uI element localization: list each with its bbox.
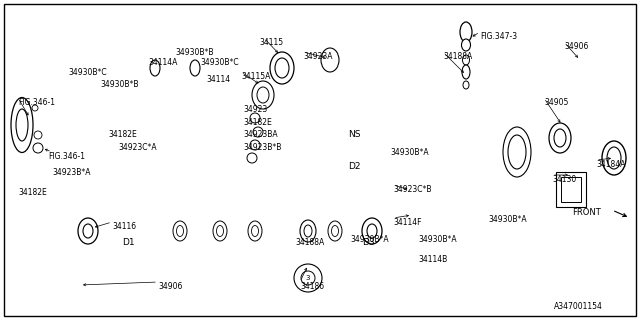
Text: A347001154: A347001154 (554, 302, 603, 311)
Ellipse shape (252, 81, 274, 109)
Ellipse shape (304, 225, 312, 237)
Ellipse shape (252, 226, 259, 236)
Ellipse shape (554, 129, 566, 147)
Circle shape (247, 153, 257, 163)
Text: 34930B*A: 34930B*A (350, 235, 388, 244)
Text: FRONT: FRONT (572, 208, 601, 217)
Text: 34923B*A: 34923B*A (52, 168, 90, 177)
Circle shape (250, 113, 260, 123)
Text: 34114A: 34114A (148, 58, 177, 67)
Text: 34115: 34115 (259, 38, 283, 47)
Text: 34186: 34186 (300, 282, 324, 291)
Text: D2: D2 (348, 162, 360, 171)
Ellipse shape (275, 58, 289, 78)
Ellipse shape (462, 65, 470, 79)
Circle shape (250, 140, 260, 150)
Text: 34114F: 34114F (393, 218, 422, 227)
Bar (561, 177, 581, 202)
Ellipse shape (213, 221, 227, 241)
Ellipse shape (16, 109, 28, 141)
Text: 34923: 34923 (243, 105, 268, 114)
Text: 34906: 34906 (158, 282, 182, 291)
Circle shape (32, 105, 38, 111)
Text: 34188A: 34188A (443, 52, 472, 61)
Text: 34116: 34116 (112, 222, 136, 231)
Circle shape (301, 271, 315, 285)
Ellipse shape (78, 218, 98, 244)
Text: 34115A: 34115A (241, 72, 270, 81)
Text: FIG.346-1: FIG.346-1 (48, 152, 85, 161)
Ellipse shape (11, 98, 33, 153)
Ellipse shape (190, 60, 200, 76)
Ellipse shape (332, 226, 339, 236)
Ellipse shape (367, 224, 377, 238)
Circle shape (294, 264, 322, 292)
Circle shape (253, 127, 263, 137)
Ellipse shape (463, 55, 470, 65)
Text: 34182E: 34182E (243, 118, 272, 127)
Ellipse shape (508, 135, 526, 169)
Text: 34930B*A: 34930B*A (488, 215, 527, 224)
Ellipse shape (300, 220, 316, 242)
Ellipse shape (460, 22, 472, 42)
Ellipse shape (362, 218, 382, 244)
Ellipse shape (173, 221, 187, 241)
Ellipse shape (83, 224, 93, 238)
Text: 34905: 34905 (544, 98, 568, 107)
Ellipse shape (270, 52, 294, 84)
Text: 34906: 34906 (564, 42, 588, 51)
Text: D1: D1 (122, 238, 134, 247)
Ellipse shape (607, 147, 621, 169)
Ellipse shape (463, 81, 469, 89)
Text: 34188A: 34188A (295, 238, 324, 247)
Ellipse shape (461, 39, 470, 51)
Text: FIG.347-3: FIG.347-3 (480, 32, 517, 41)
Ellipse shape (248, 221, 262, 241)
Text: 34930B*B: 34930B*B (100, 80, 138, 89)
Text: 34923C*A: 34923C*A (118, 143, 157, 152)
Text: NS: NS (348, 130, 360, 139)
Text: 34923C*B: 34923C*B (393, 185, 431, 194)
Text: 34130: 34130 (552, 175, 576, 184)
Text: 34182E: 34182E (18, 188, 47, 197)
Ellipse shape (328, 221, 342, 241)
Circle shape (33, 143, 43, 153)
Text: D3: D3 (362, 238, 374, 247)
Text: 34182E: 34182E (108, 130, 137, 139)
Ellipse shape (503, 127, 531, 177)
Ellipse shape (257, 87, 269, 103)
Ellipse shape (602, 141, 626, 175)
Text: 34114B: 34114B (418, 255, 447, 264)
Bar (556, 172, 586, 207)
Text: 34930B*C: 34930B*C (200, 58, 239, 67)
Text: 34930B*A: 34930B*A (390, 148, 429, 157)
Ellipse shape (321, 48, 339, 72)
Ellipse shape (177, 226, 184, 236)
Text: 34923BA: 34923BA (243, 130, 278, 139)
Ellipse shape (549, 123, 571, 153)
Text: FIG.346-1: FIG.346-1 (18, 98, 55, 107)
Text: 34923A: 34923A (303, 52, 333, 61)
Text: 34184A: 34184A (596, 160, 625, 169)
Text: 34930B*A: 34930B*A (418, 235, 456, 244)
Text: 34923B*B: 34923B*B (243, 143, 282, 152)
Text: 3: 3 (306, 275, 310, 281)
Text: 34930B*B: 34930B*B (175, 48, 214, 57)
Ellipse shape (216, 226, 223, 236)
Text: 34114: 34114 (206, 75, 230, 84)
Circle shape (34, 131, 42, 139)
Ellipse shape (150, 60, 160, 76)
Text: 34930B*C: 34930B*C (68, 68, 107, 77)
